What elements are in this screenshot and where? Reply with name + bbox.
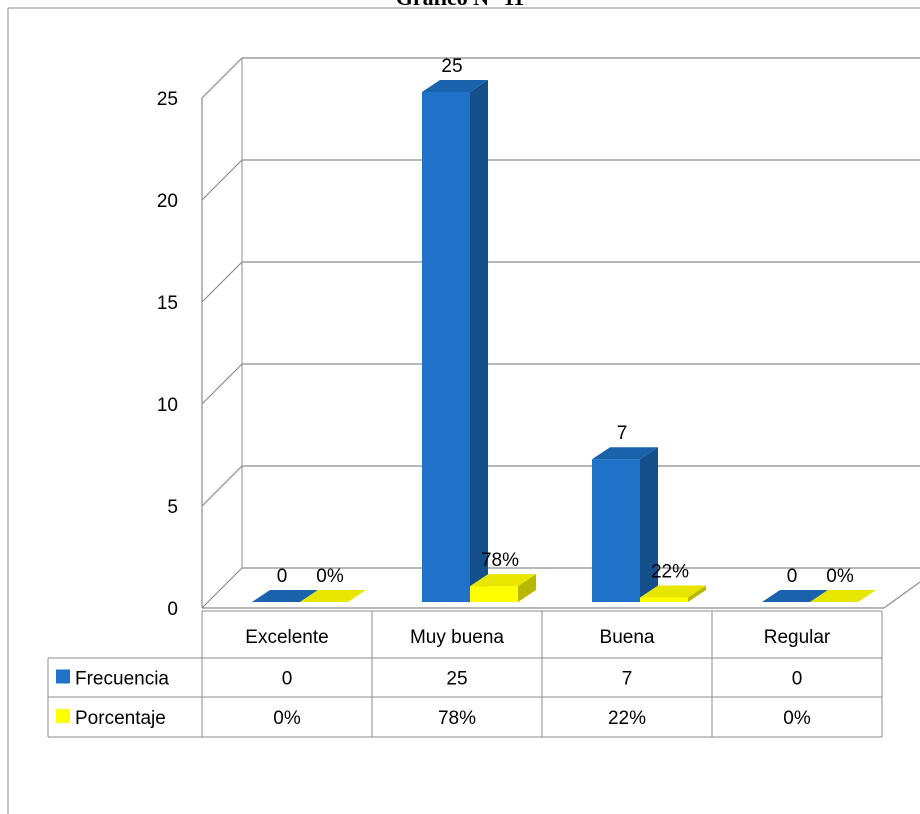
y-tick-label: 5 <box>167 497 178 518</box>
data-label: 0% <box>826 566 854 587</box>
data-label: 0 <box>787 566 798 587</box>
data-label: 0% <box>316 566 344 587</box>
legend-label: Porcentaje <box>75 708 166 729</box>
title-backdrop <box>355 0 565 7</box>
floor-right-edge <box>883 581 920 609</box>
gridline-side <box>201 261 243 303</box>
gridline-side <box>201 567 243 609</box>
table-cell: 0 <box>282 669 293 690</box>
category-label: Regular <box>764 627 831 648</box>
gridline-side <box>201 363 243 405</box>
y-tick-label: 20 <box>157 191 178 212</box>
bar-top <box>252 590 318 602</box>
data-label: 7 <box>617 423 628 444</box>
bar-top <box>810 590 876 602</box>
category-label: Muy buena <box>410 627 504 648</box>
legend-swatch <box>56 709 70 723</box>
table-cell: 25 <box>446 669 467 690</box>
bar-top <box>470 574 536 587</box>
bar-front <box>470 586 518 602</box>
bar-top <box>762 590 828 602</box>
bar-front <box>640 597 688 602</box>
bar-front <box>422 92 470 602</box>
bar-front <box>592 459 640 602</box>
gridline-side <box>201 465 243 507</box>
data-label: 0 <box>277 566 288 587</box>
y-tick-label: 0 <box>167 599 178 620</box>
table-cell: 22% <box>608 708 646 729</box>
data-label: 22% <box>651 562 689 583</box>
data-label: 78% <box>481 550 519 571</box>
legend-swatch <box>56 669 70 684</box>
gridline-side <box>201 57 243 99</box>
y-tick-label: 25 <box>157 89 178 110</box>
chart-title: Gráfico N° 11 <box>396 0 525 10</box>
table-cell: 7 <box>622 669 633 690</box>
bar-top <box>592 447 658 460</box>
bar-top <box>422 80 488 92</box>
plot-area: 0 5 10 15 20 25 0 0% 25 78% 7 22% 0 0% <box>157 56 920 620</box>
category-label: Excelente <box>245 627 328 648</box>
gridline-side <box>201 159 243 201</box>
bar-side <box>640 447 658 602</box>
bar-top <box>640 585 706 598</box>
bar-side <box>518 574 536 602</box>
table-cell: 0% <box>273 708 301 729</box>
category-label: Buena <box>600 627 655 648</box>
bar-side <box>470 80 488 602</box>
bar-side <box>688 585 706 602</box>
data-label: 25 <box>441 56 462 77</box>
table-cell: 78% <box>438 708 476 729</box>
table-cell: 0% <box>783 708 811 729</box>
y-tick-label: 10 <box>157 395 178 416</box>
legend-label: Frecuencia <box>75 669 169 690</box>
bar-top <box>300 590 366 602</box>
y-tick-label: 15 <box>157 293 178 314</box>
data-table: Excelente Muy buena Buena Regular Frecuencia… <box>47 610 883 738</box>
table-cell: 0 <box>792 669 803 690</box>
